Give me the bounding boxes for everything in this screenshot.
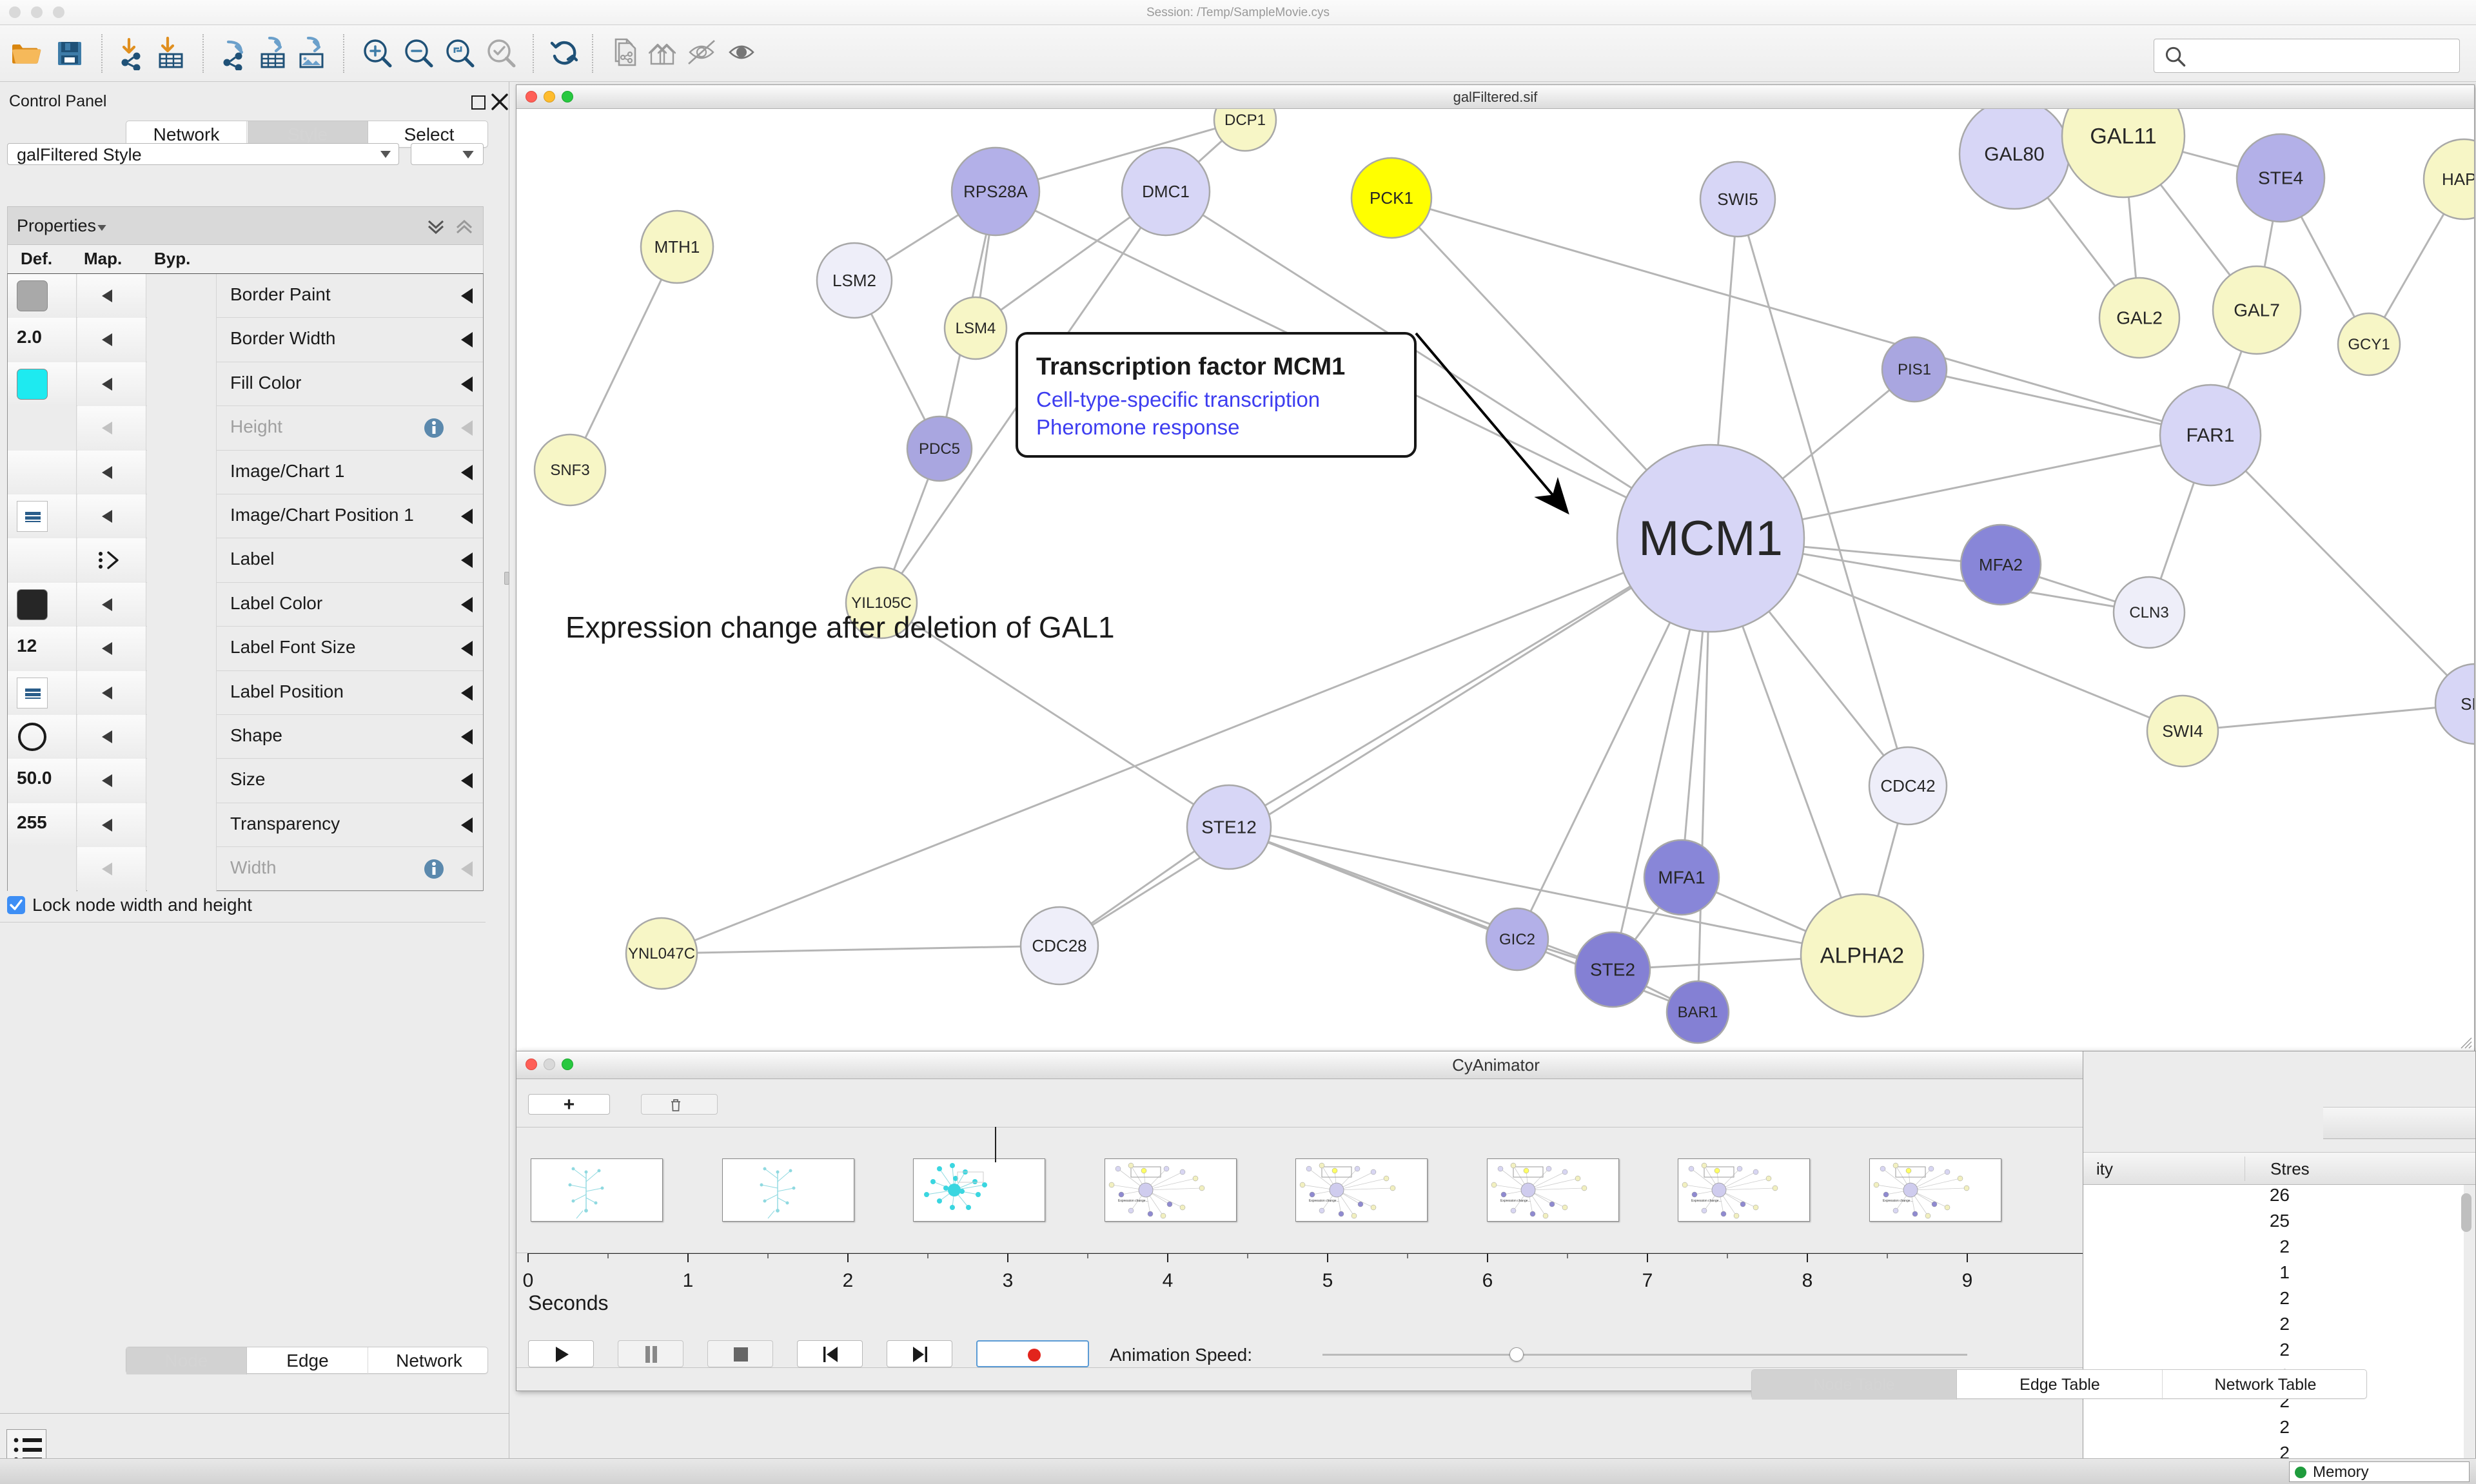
svg-text:GAL2: GAL2: [2116, 308, 2163, 328]
svg-text:CDC28: CDC28: [1032, 936, 1086, 955]
svg-text:SWI4: SWI4: [2162, 721, 2203, 741]
svg-text:YNL047C: YNL047C: [628, 945, 695, 962]
svg-text:9: 9: [1962, 1270, 1973, 1291]
svg-text:FAR1: FAR1: [2186, 425, 2234, 446]
svg-text:4: 4: [1163, 1270, 1174, 1291]
svg-text:PCK1: PCK1: [1370, 188, 1413, 208]
svg-text:ALPHA2: ALPHA2: [1820, 944, 1904, 968]
svg-text:BAR1: BAR1: [1678, 1004, 1718, 1021]
svg-text:CDC42: CDC42: [1880, 776, 1935, 796]
svg-text:MFA1: MFA1: [1658, 868, 1705, 888]
svg-text:Expression change...: Expression change...: [1309, 1199, 1339, 1203]
svg-text:Pheromone response: Pheromone response: [1036, 415, 1240, 439]
svg-text:PIS1: PIS1: [1898, 361, 1931, 378]
svg-text:7: 7: [1642, 1270, 1653, 1291]
svg-text:RPS28A: RPS28A: [963, 182, 1028, 201]
svg-text:GAL80: GAL80: [1984, 144, 2044, 165]
svg-text:Expression change...: Expression change...: [1883, 1199, 1913, 1203]
svg-text:GCY1: GCY1: [2348, 336, 2390, 353]
svg-text:Cell-type-specific transcripti: Cell-type-specific transcription: [1036, 387, 1320, 411]
svg-text:Expression change...: Expression change...: [1691, 1199, 1722, 1203]
svg-text:2: 2: [843, 1270, 854, 1291]
svg-text:3: 3: [1003, 1270, 1014, 1291]
svg-text:MCM1: MCM1: [1638, 511, 1783, 566]
svg-text:Expression change after deleti: Expression change after deletion of GAL1: [565, 610, 1115, 644]
svg-text:HAP2: HAP2: [2442, 170, 2475, 189]
svg-text:YIL105C: YIL105C: [851, 594, 911, 612]
svg-text:5: 5: [1322, 1270, 1333, 1291]
svg-text:CLN3: CLN3: [2129, 604, 2168, 621]
svg-text:GAL7: GAL7: [2234, 300, 2280, 320]
svg-text:LSM2: LSM2: [832, 271, 876, 290]
svg-text:Expression change...: Expression change...: [1118, 1199, 1148, 1203]
svg-text:MTH1: MTH1: [654, 237, 700, 257]
svg-text:LSM4: LSM4: [956, 320, 996, 337]
svg-text:SWI5: SWI5: [1717, 190, 1758, 209]
svg-text:1: 1: [683, 1270, 694, 1291]
svg-text:GAL11: GAL11: [2090, 124, 2156, 149]
svg-text:Transcription factor MCM1: Transcription factor MCM1: [1036, 353, 1345, 380]
svg-text:Expression change...: Expression change...: [1500, 1199, 1531, 1203]
svg-text:SLT: SLT: [2461, 694, 2475, 714]
svg-text:8: 8: [1802, 1270, 1813, 1291]
svg-text:PDC5: PDC5: [919, 440, 960, 458]
svg-text:SNF3: SNF3: [550, 462, 589, 479]
svg-text:Seconds: Seconds: [528, 1291, 609, 1313]
svg-text:DMC1: DMC1: [1142, 182, 1190, 201]
svg-text:STE4: STE4: [2258, 168, 2303, 188]
svg-text:6: 6: [1482, 1270, 1493, 1291]
svg-text:STE2: STE2: [1590, 960, 1635, 980]
svg-text:MFA2: MFA2: [1979, 555, 2023, 574]
svg-text:0: 0: [523, 1270, 534, 1291]
svg-text:DCP1: DCP1: [1224, 112, 1266, 129]
svg-text:STE12: STE12: [1201, 817, 1257, 837]
svg-text:GIC2: GIC2: [1499, 931, 1535, 948]
